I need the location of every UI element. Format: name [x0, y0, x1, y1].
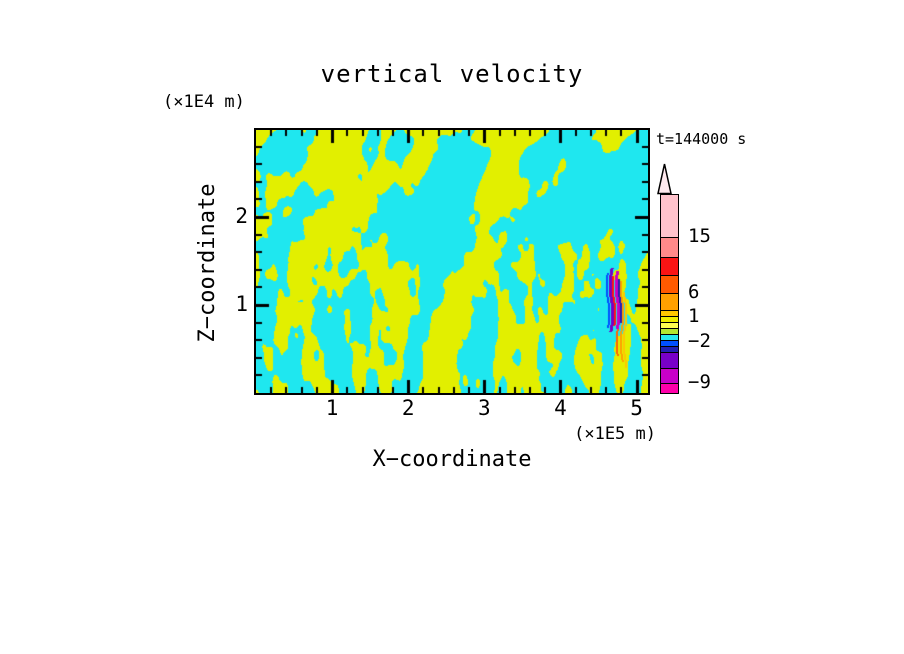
colorbar-segment-2	[660, 256, 678, 275]
colorbar-segment-9	[660, 333, 678, 340]
colorbar-label-2: 1	[688, 305, 700, 327]
colorbar-segment-13	[660, 367, 678, 383]
colorbar-segment-3	[660, 274, 678, 293]
colorbar-segment-4	[660, 292, 678, 310]
colorbar	[659, 193, 679, 394]
colorbar-arrow-tip-shape	[657, 163, 672, 195]
colorbar-segment-10	[660, 339, 678, 346]
x-tick-label-3: 3	[478, 396, 491, 420]
x-tick-label-4: 4	[554, 396, 567, 420]
z-tick-label-1: 1	[235, 292, 248, 317]
colorbar-segment-8	[660, 327, 678, 334]
colorbar-arrow-tip	[657, 163, 672, 195]
x-axis-unit-label: (×1E5 m)	[574, 424, 656, 444]
x-tick-label-1: 1	[325, 396, 339, 420]
colorbar-label-3: −2	[688, 330, 711, 352]
colorbar-segment-5	[660, 309, 678, 316]
colorbar-label-4: −9	[688, 371, 711, 393]
time-annotation: t=144000 s	[656, 130, 747, 148]
colorbar-label-1: 6	[688, 281, 700, 303]
colorbar-segment-14	[660, 382, 678, 393]
colorbar-segment-0	[660, 194, 678, 237]
colorbar-segment-7	[660, 321, 678, 328]
colorbar-segment-11	[660, 345, 678, 352]
colorbar-segment-12	[660, 351, 678, 368]
z-axis-unit-label: (×1E4 m)	[163, 92, 245, 112]
chart-title: vertical velocity	[320, 60, 584, 88]
z-axis-label: Z−coordinate	[195, 183, 220, 343]
x-tick-label-2: 2	[401, 396, 415, 420]
z-tick-label-2: 2	[235, 204, 248, 229]
x-axis-label: X−coordinate	[372, 447, 532, 472]
colorbar-label-0: 15	[688, 225, 711, 247]
colorbar-segment-1	[660, 236, 678, 257]
plot-area-frame	[254, 128, 650, 395]
colorbar-segment-6	[660, 315, 678, 322]
contour-field-canvas	[256, 130, 648, 393]
x-tick-label-5: 5	[630, 396, 643, 420]
